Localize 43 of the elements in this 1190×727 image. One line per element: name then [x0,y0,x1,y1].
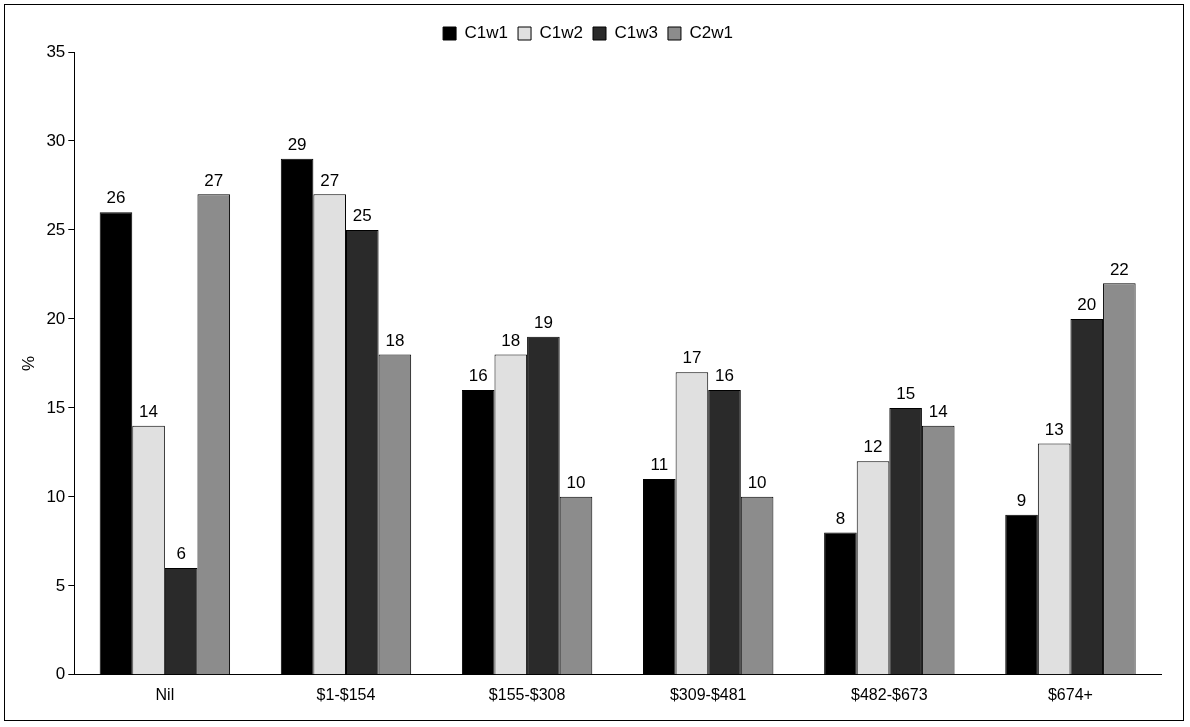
data-label: 10 [747,473,767,493]
data-label: 27 [320,170,340,190]
x-tick-label: $1-$154 [316,685,376,703]
x-tick-label: Nil [155,685,175,703]
data-label: 16 [715,366,734,386]
data-label: 26 [106,188,126,208]
data-label: 22 [1109,259,1129,279]
data-label: 9 [1016,490,1027,510]
x-tick-label: $482-$673 [851,685,928,703]
y-tick-label: 25 [46,219,66,239]
data-label: 13 [1044,419,1064,439]
y-tick-label: 5 [55,575,66,595]
y-tick-label: 35 [46,41,66,61]
data-label: 14 [139,401,159,421]
y-tick-label: 15 [46,397,66,417]
data-label: 11 [650,455,669,475]
data-label: 19 [533,312,553,332]
data-label: 10 [566,473,586,493]
legend-label: C2w1 [689,23,733,43]
x-tick-label: $674+ [1047,685,1093,703]
data-label: 18 [385,330,405,350]
data-label: 25 [352,206,372,226]
legend-label: C1w1 [464,23,509,43]
y-tick-label: 20 [46,308,66,328]
data-label: 27 [204,170,224,190]
y-tick-label: 30 [46,130,66,150]
x-tick-label: $155-$308 [488,685,566,703]
legend-label: C1w3 [614,23,658,43]
y-tick-label: 0 [55,664,66,684]
data-label: 17 [682,348,702,368]
data-label: 12 [863,437,883,457]
data-label: 16 [468,366,488,386]
data-label: 18 [501,330,521,350]
y-axis-title: % [18,355,38,371]
y-tick-label: 10 [46,486,66,506]
data-label: 15 [896,384,916,404]
data-label: 8 [835,508,846,528]
data-label: 29 [287,134,307,154]
data-label: 14 [928,401,948,421]
data-label: 20 [1077,295,1097,315]
x-tick-label: $309-$481 [669,685,747,703]
legend-label: C1w2 [539,23,584,43]
data-label: 6 [176,544,186,564]
